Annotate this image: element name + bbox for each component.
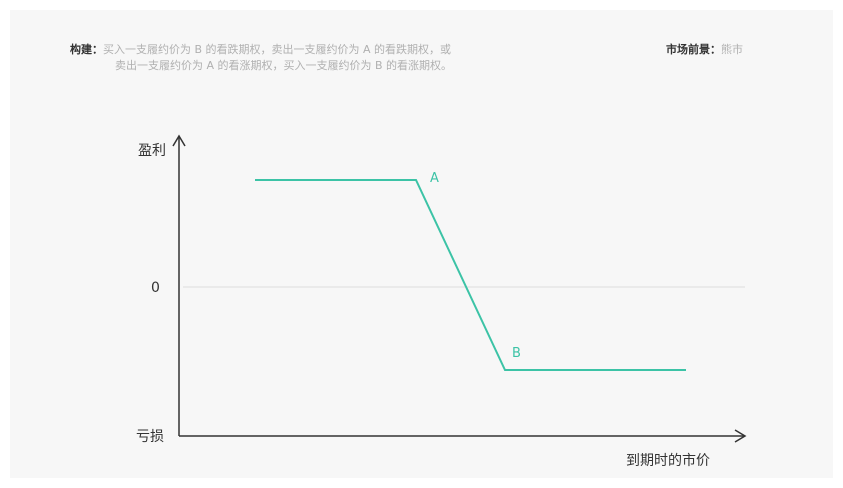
y-axis-arrow-icon — [172, 134, 186, 147]
x-axis-label: 到期时的市价 — [626, 452, 710, 469]
point-b-label: B — [512, 346, 521, 361]
y-axis-loss-label: 亏损 — [136, 429, 164, 445]
payoff-line — [255, 179, 686, 371]
y-axis-zero-label: 0 — [151, 280, 160, 296]
construction-description: 构建：买入一支履约价为 B 的看跌期权，卖出一支履约价为 A 的看跌期权，或 卖… — [70, 42, 452, 74]
y-axis-profit-label: 盈利 — [138, 143, 166, 159]
x-axis-arrow-icon — [734, 429, 747, 443]
diagram-card — [10, 10, 833, 478]
outlook-label: 市场前景： — [666, 43, 721, 56]
construction-line-1: 买入一支履约价为 B 的看跌期权，卖出一支履约价为 A 的看跌期权，或 — [103, 43, 452, 56]
market-outlook: 市场前景：熊市 — [666, 42, 743, 58]
outlook-value: 熊市 — [721, 43, 743, 56]
construction-line-2: 卖出一支履约价为 A 的看涨期权，买入一支履约价为 B 的看涨期权。 — [115, 59, 453, 72]
construction-label: 构建： — [70, 43, 103, 56]
point-a-label: A — [430, 171, 439, 186]
